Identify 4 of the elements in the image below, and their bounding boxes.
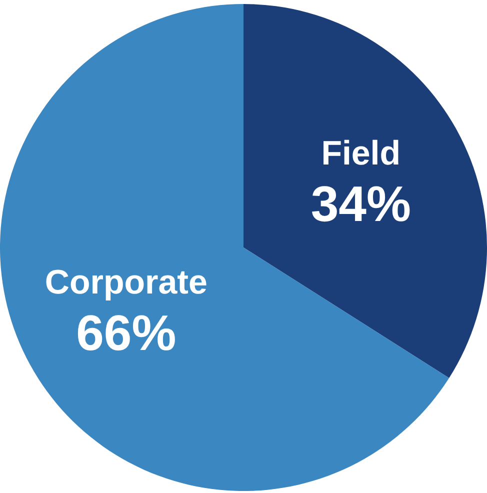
data-label: 34% <box>310 176 411 232</box>
data-label: 66% <box>76 304 176 361</box>
slice-label: Corporate <box>44 263 208 302</box>
slice-label: Field <box>321 134 401 172</box>
